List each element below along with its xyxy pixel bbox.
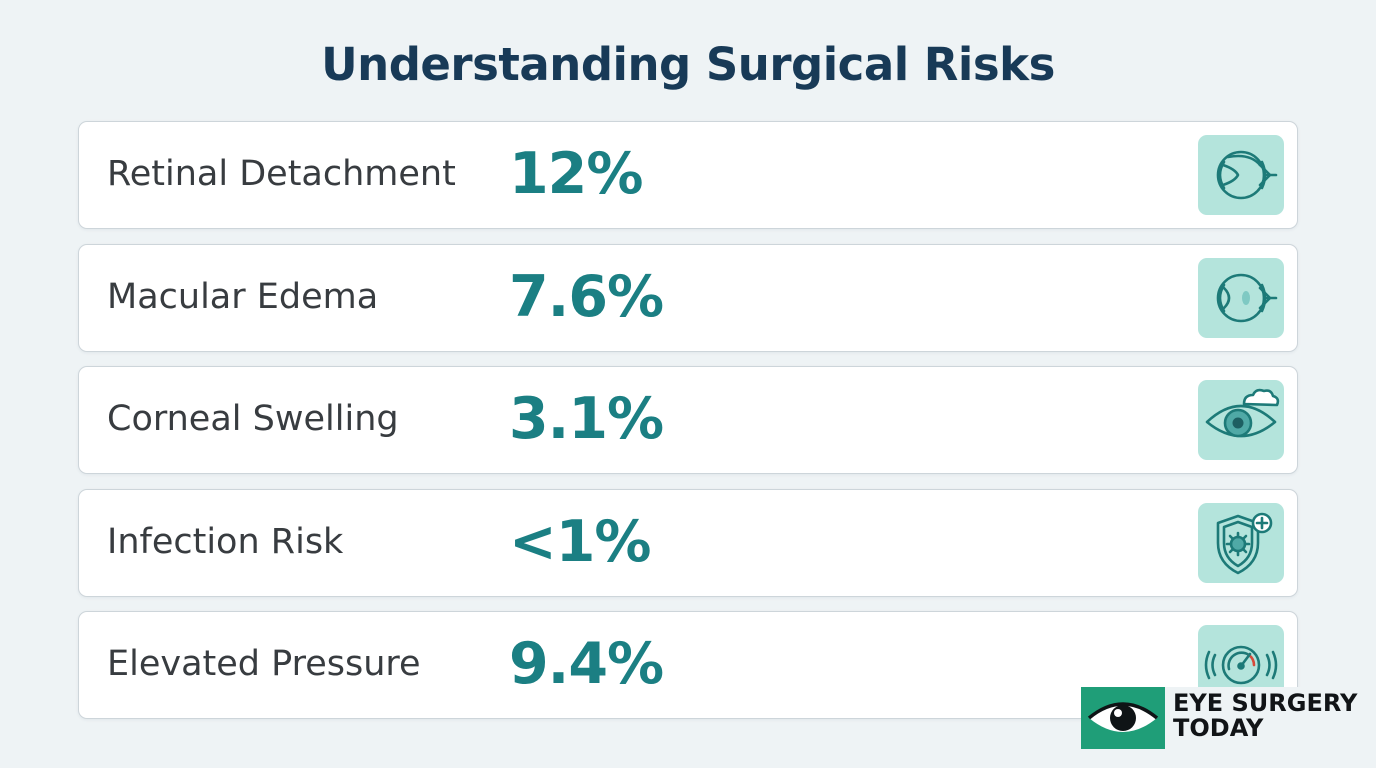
brand-name: EYE SURGERY TODAY xyxy=(1173,691,1357,741)
eye-cross-section-icon xyxy=(1198,135,1284,215)
risk-value: 7.6% xyxy=(509,263,664,330)
eye-logo-icon xyxy=(1081,687,1165,749)
eye-cornea-swelling-icon xyxy=(1198,380,1284,460)
risk-list: Retinal Detachment 12% Macular Edema 7.6… xyxy=(78,121,1298,734)
shield-germ-icon xyxy=(1198,502,1284,583)
risk-value: <1% xyxy=(509,508,652,575)
eye-macula-icon xyxy=(1198,257,1284,338)
risk-card-infection-risk: Infection Risk <1% xyxy=(78,488,1298,597)
risk-label: Corneal Swelling xyxy=(107,399,399,439)
risk-value: 12% xyxy=(509,141,643,207)
brand-logo: EYE SURGERY TODAY xyxy=(1081,687,1376,749)
brand-line-1: EYE SURGERY xyxy=(1173,689,1358,717)
risk-card-macular-edema: Macular Edema 7.6% xyxy=(78,243,1298,352)
risk-card-retinal-detachment: Retinal Detachment 12% xyxy=(78,121,1298,229)
risk-value: 9.4% xyxy=(509,631,664,697)
risk-label: Retinal Detachment xyxy=(107,154,456,194)
brand-line-2: TODAY xyxy=(1173,714,1264,742)
risk-label: Elevated Pressure xyxy=(107,644,421,684)
page-title: Understanding Surgical Risks xyxy=(321,38,1055,91)
risk-card-corneal-swelling: Corneal Swelling 3.1% xyxy=(78,366,1298,474)
risk-label: Macular Edema xyxy=(107,276,379,317)
risk-value: 3.1% xyxy=(509,386,664,452)
risk-label: Infection Risk xyxy=(107,521,344,562)
